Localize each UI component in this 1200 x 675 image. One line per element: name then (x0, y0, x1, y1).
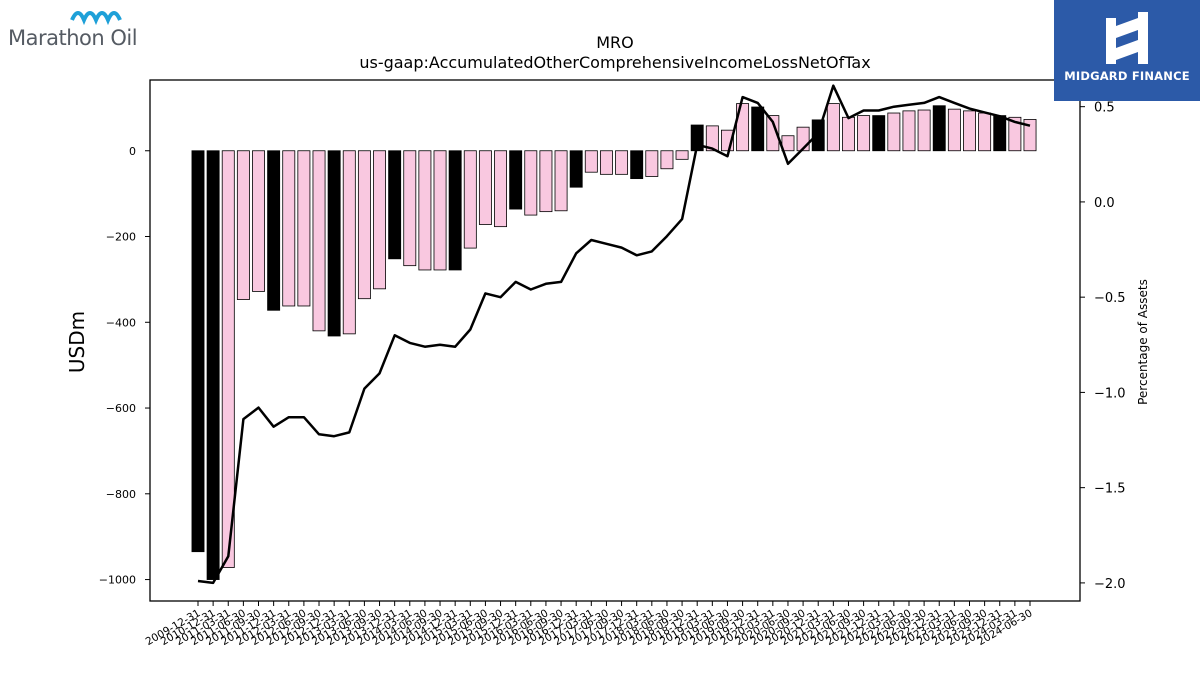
y-tick-label: −1000 (99, 574, 136, 587)
bar-2011-03-31 (221, 150, 235, 568)
bar-2017-09-30 (615, 150, 629, 175)
y-tick-label: 0 (129, 145, 136, 158)
bar-2014-06-30 (418, 150, 432, 271)
bar-2016-09-30 (554, 150, 568, 212)
bar-2017-06-30 (599, 150, 613, 175)
bar-2009-12-31 (191, 150, 205, 553)
bar-2013-03-31 (342, 150, 356, 335)
bar-2012-12-31 (327, 150, 341, 337)
marathon-oil-logo: Marathon Oil (6, 6, 151, 52)
bar-2015-09-30 (494, 150, 507, 228)
bar-2011-09-30 (252, 150, 265, 292)
bar-2024-06-30 (1023, 119, 1037, 152)
y-axis-right: 0.5 0.0 −0.5 −1.0 −1.5 −2.0 (1080, 101, 1126, 592)
y-axis-label: USDm (65, 311, 89, 373)
midgard-finance-logo: MIDGARD FINANCE (1054, 0, 1200, 101)
chart-title: MRO (596, 33, 634, 52)
y2-tick-label: −0.5 (1094, 291, 1126, 306)
bar-2014-09-30 (433, 150, 447, 271)
y2-tick-label: 0.5 (1094, 101, 1115, 116)
bar-2022-06-30 (902, 110, 916, 152)
midgard-monogram-icon (1106, 12, 1148, 64)
bar-2021-06-30 (842, 116, 855, 152)
bar-2020-12-31 (811, 119, 825, 152)
ratio-line (197, 84, 1031, 585)
bar-2010-12-31 (206, 150, 220, 580)
bar-2013-09-30 (373, 150, 386, 290)
bar-2021-09-30 (857, 115, 871, 152)
bar-2018-09-30 (675, 150, 689, 160)
chart-subtitle: us-gaap:AccumulatedOtherComprehensiveInc… (359, 53, 870, 72)
y-tick-label: −200 (106, 231, 136, 244)
marathon-oil-logo-text: Marathon Oil (8, 26, 138, 50)
midgard-finance-logo-text: MIDGARD FINANCE (1064, 69, 1190, 83)
bar-2019-03-31 (705, 125, 719, 152)
y-axis-left: 0 −200 −400 −600 −800 −1000 (99, 145, 150, 587)
bar-2013-12-31 (388, 150, 402, 260)
y-tick-label: −400 (106, 316, 136, 329)
bar-2011-12-31 (267, 150, 281, 311)
bar-2016-03-31 (524, 150, 538, 216)
bar-2022-03-31 (887, 112, 901, 152)
bar-2017-03-31 (584, 150, 598, 173)
bar-2012-03-31 (282, 150, 296, 307)
bar-2021-03-31 (826, 103, 840, 152)
y2-tick-label: −1.0 (1094, 386, 1126, 401)
bar-2015-06-30 (478, 150, 492, 225)
bar-2016-06-30 (539, 150, 553, 213)
y-tick-label: −800 (106, 488, 136, 501)
bar-2015-03-31 (463, 150, 477, 249)
y-tick-label: −600 (106, 402, 136, 415)
bar-2012-06-30 (297, 150, 311, 307)
y2-tick-label: 0.0 (1094, 196, 1115, 211)
x-axis: 2009-12-312010-12-312011-03-312011-06-30… (144, 601, 1035, 648)
bar-2018-03-31 (645, 150, 659, 177)
bar-2019-12-31 (751, 106, 765, 152)
bar-2018-06-30 (660, 150, 674, 170)
bars-layer (191, 103, 1037, 580)
y2-axis-label: Percentage of Assets (1136, 279, 1150, 405)
plot-frame (149, 79, 1081, 602)
bar-2022-12-31 (932, 105, 946, 152)
bar-2020-06-30 (781, 135, 795, 152)
bar-2022-09-30 (917, 109, 931, 152)
bar-2017-12-31 (630, 150, 644, 180)
bar-2012-09-30 (312, 150, 326, 332)
y2-tick-label: −2.0 (1094, 577, 1126, 592)
bar-2014-03-31 (403, 150, 417, 267)
bar-2023-12-31 (993, 115, 1007, 152)
bar-2013-06-30 (357, 150, 371, 300)
wave-logo-icon (70, 11, 122, 26)
bar-2014-12-31 (448, 150, 462, 271)
bar-2024-03-31 (1008, 116, 1022, 152)
bar-2016-12-31 (569, 150, 583, 188)
bar-2023-03-31 (947, 108, 961, 152)
bar-2019-09-30 (736, 103, 750, 152)
y2-tick-label: −1.5 (1094, 482, 1126, 497)
bar-2023-06-30 (963, 110, 976, 152)
ratio-line-layer (197, 84, 1031, 585)
bar-2011-06-30 (236, 150, 250, 300)
bar-2021-12-31 (872, 115, 886, 152)
bar-2020-03-31 (766, 115, 780, 152)
bar-2023-09-30 (978, 112, 992, 152)
bar-2015-12-31 (509, 150, 523, 210)
